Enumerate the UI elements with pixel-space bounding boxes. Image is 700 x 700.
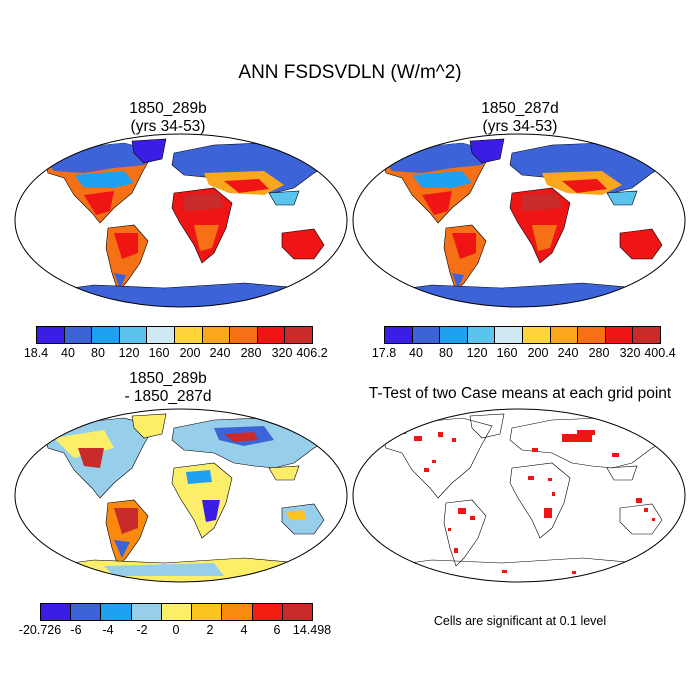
cb1-label-9: 406.2 (296, 346, 328, 360)
colorbar-diff-box (251, 603, 283, 621)
panel-title-diff-line1: 1850_289b (129, 370, 207, 387)
colorbar-case2 (384, 326, 661, 344)
colorbar-case2-box (439, 326, 468, 344)
panel-title-diff-line2: - 1850_287d (124, 388, 212, 405)
panel-title-diff: 1850_289b - 1850_287d (18, 370, 318, 406)
cb1-label-7: 280 (240, 346, 262, 360)
colorbar-diff-box (191, 603, 223, 621)
cb3-label-2: -4 (102, 623, 114, 637)
colorbar-case1-box (36, 326, 65, 344)
map-diff (14, 408, 348, 583)
colorbar-case1-box (63, 326, 93, 344)
cb2-label-2: 80 (439, 346, 453, 360)
cb2-label-8: 320 (619, 346, 641, 360)
colorbar-case2-box (411, 326, 441, 344)
colorbar-case2-box (549, 326, 579, 344)
panel-title-case1-line1: 1850_289b (129, 100, 207, 117)
cb2-label-0: 17.8 (371, 346, 397, 360)
figure-title: ANN FSDSVDLN (W/m^2) (238, 62, 462, 83)
colorbar-case1-box (201, 326, 231, 344)
colorbar-case1-box (91, 326, 120, 344)
cb2-label-3: 120 (466, 346, 488, 360)
cb2-label-4: 160 (496, 346, 518, 360)
colorbar-diff-labels: -20.726 -6 -4 -2 0 2 4 6 14.498 (0, 623, 700, 639)
colorbar-diff-box (281, 603, 313, 621)
cb3-label-4: 0 (172, 623, 180, 637)
cb1-label-2: 80 (91, 346, 105, 360)
cb1-label-8: 320 (271, 346, 293, 360)
colorbar-case1-box (146, 326, 175, 344)
cb2-label-1: 40 (409, 346, 423, 360)
cb1-label-3: 120 (118, 346, 140, 360)
panel-title-case2: 1850_287d (yrs 34-53) (370, 100, 670, 136)
cb3-label-3: -2 (136, 623, 148, 637)
colorbar-diff-box (221, 603, 253, 621)
panel-title-case2-line2: (yrs 34-53) (482, 118, 558, 135)
cb1-label-5: 200 (179, 346, 201, 360)
colorbar-case1-box (118, 326, 148, 344)
cb2-label-9: 400.4 (644, 346, 676, 360)
colorbar-case2-box (494, 326, 523, 344)
panel-title-case1-line2: (yrs 34-53) (130, 118, 206, 135)
colorbar-case2-box (384, 326, 413, 344)
cb2-label-5: 200 (527, 346, 549, 360)
cb2-label-6: 240 (557, 346, 579, 360)
colorbar-case2-box (604, 326, 634, 344)
colorbar-diff-box (160, 603, 193, 621)
colorbar-case2-box (577, 326, 606, 344)
map-ttest (352, 408, 686, 583)
map-case2 (352, 133, 686, 308)
colorbar-case1-labels: 18.4 40 80 120 160 200 240 280 320 406.2 (0, 346, 700, 362)
cb2-label-7: 280 (588, 346, 610, 360)
panel-title-case2-line1: 1850_287d (481, 100, 559, 117)
colorbar-diff-box (130, 603, 162, 621)
cb3-label-6: 4 (240, 623, 248, 637)
colorbar-case2-box (522, 326, 551, 344)
colorbar-diff-box (70, 603, 102, 621)
cb3-label-5: 2 (206, 623, 214, 637)
cb1-label-4: 160 (148, 346, 170, 360)
colorbar-case2-box (466, 326, 496, 344)
colorbar-diff (40, 603, 313, 621)
panel-title-case1: 1850_289b (yrs 34-53) (18, 100, 318, 136)
cb1-label-6: 240 (209, 346, 231, 360)
cb3-label-1: -6 (70, 623, 82, 637)
map-case1 (14, 133, 348, 308)
colorbar-case2-labels: 17.8 40 80 120 160 200 240 280 320 400.4 (0, 346, 700, 362)
colorbar-diff-box (100, 603, 132, 621)
colorbar-case1-box (229, 326, 258, 344)
colorbar-case1 (36, 326, 313, 344)
cb3-label-8: 14.498 (292, 623, 332, 637)
cb1-label-1: 40 (61, 346, 75, 360)
colorbar-case1-box (256, 326, 286, 344)
colorbar-case2-box (632, 326, 661, 344)
ttest-note: Cells are significant at 0.1 level (433, 614, 607, 628)
panel-title-ttest: T-Test of two Case means at each grid po… (368, 385, 672, 402)
colorbar-case1-box (174, 326, 203, 344)
cb3-label-7: 6 (273, 623, 281, 637)
cb1-label-0: 18.4 (23, 346, 49, 360)
cb3-label-0: -20.726 (18, 623, 62, 637)
colorbar-case1-box (284, 326, 313, 344)
colorbar-diff-box (40, 603, 72, 621)
